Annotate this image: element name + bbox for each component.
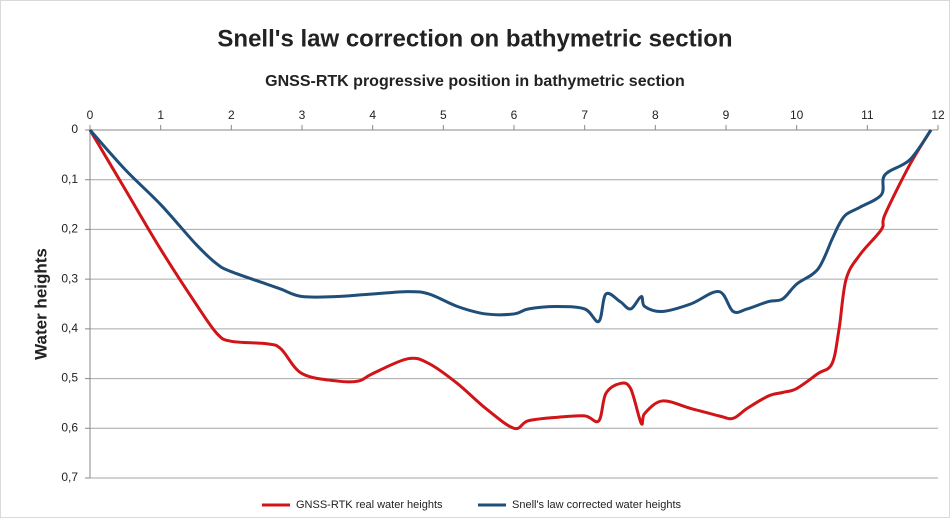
x-tick-label: 2 [228,108,235,122]
legend-label: GNSS-RTK real water heights [296,499,443,511]
x-tick-label: 10 [790,108,804,122]
legend-label: Snell's law corrected water heights [512,499,682,511]
x-tick-label: 7 [581,108,588,122]
y-tick-label: 0,7 [61,470,78,484]
x-tick-label: 1 [157,108,164,122]
x-tick-label: 9 [723,108,730,122]
y-tick-label: 0,2 [61,222,78,236]
x-tick-label: 5 [440,108,447,122]
y-tick-label: 0,5 [61,371,78,385]
x-tick-label: 0 [87,108,94,122]
x-tick-label: 4 [369,108,376,122]
y-tick-label: 0,3 [61,271,78,285]
chart-title: Snell's law correction on bathymetric se… [217,25,732,52]
y-tick-label: 0,1 [61,172,78,186]
y-tick-label: 0 [71,122,78,136]
series-line [88,129,933,324]
series-line [88,129,933,431]
chart-subtitle: GNSS-RTK progressive position in bathyme… [265,73,685,90]
x-tick-label: 3 [299,108,306,122]
y-axis-label: Water heights [31,248,50,360]
x-tick-label: 6 [511,108,518,122]
x-tick-label: 8 [652,108,659,122]
x-tick-label: 12 [931,108,945,122]
x-tick-label: 11 [861,108,874,122]
y-tick-label: 0,4 [61,321,78,335]
y-tick-label: 0,6 [61,420,78,434]
